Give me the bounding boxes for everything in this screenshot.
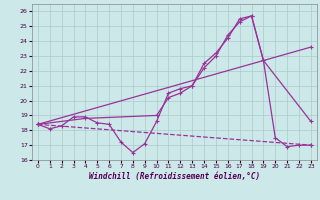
X-axis label: Windchill (Refroidissement éolien,°C): Windchill (Refroidissement éolien,°C) — [89, 172, 260, 181]
